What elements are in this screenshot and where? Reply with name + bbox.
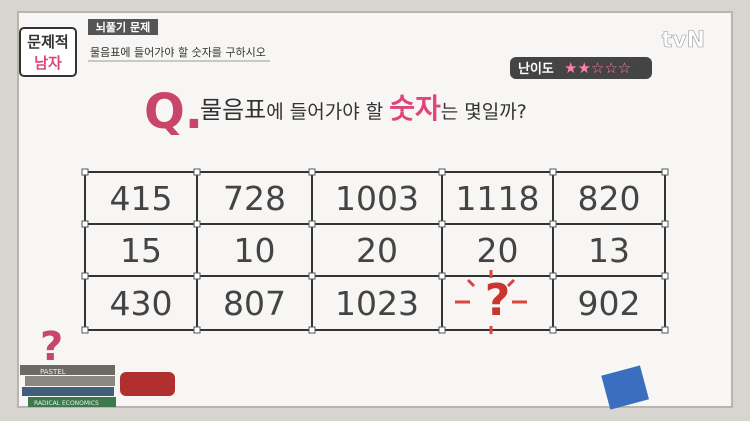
deco-question: ?: [40, 324, 63, 370]
table-cell: 902: [578, 284, 641, 323]
table-cell: 415: [110, 179, 173, 218]
cube: [601, 365, 649, 410]
question-marker: Q.: [144, 84, 203, 140]
handle: [661, 220, 669, 228]
book: [22, 387, 114, 396]
handle: [308, 168, 316, 176]
table-cell: 820: [578, 179, 641, 218]
handle: [549, 272, 557, 280]
logo-text: 남자: [34, 54, 62, 72]
question-part: 숫자: [389, 92, 441, 125]
table-cell: 1023: [335, 284, 419, 323]
handle: [193, 272, 201, 280]
logo-box: [19, 27, 77, 77]
handle: [438, 272, 446, 280]
question-text: 물음표에 들어가야 할 숫자는 몇일까?: [200, 92, 527, 125]
table-cell: 20: [356, 231, 398, 270]
table-cell: 430: [110, 284, 173, 323]
table-cell: 807: [223, 284, 286, 323]
instruction: 물음표에 들어가야 할 숫자를 구하시오: [90, 45, 266, 59]
table-cell: 728: [223, 179, 286, 218]
handle: [81, 220, 89, 228]
handle: [193, 326, 201, 334]
handle: [81, 168, 89, 176]
question-cell: ?: [485, 275, 511, 326]
handle: [193, 220, 201, 228]
handle: [308, 220, 316, 228]
handle: [81, 326, 89, 334]
question-part: 는 몇일까?: [441, 101, 527, 123]
difficulty-box: [510, 57, 652, 79]
badge: 뇌풀기 문제: [96, 20, 150, 34]
handle: [661, 326, 669, 334]
question-part: 물음표: [200, 96, 266, 124]
toy-car: [120, 372, 175, 396]
table-cell: 15: [120, 231, 162, 270]
table-cell: 10: [234, 231, 276, 270]
logo-text: 문제적: [27, 33, 68, 51]
handle: [549, 168, 557, 176]
difficulty-stars: ★★☆☆☆: [564, 59, 631, 77]
handle: [438, 220, 446, 228]
badge-box: [88, 19, 158, 35]
handle: [438, 326, 446, 334]
table: 415 728 1003 1118 820 15 10 20 20 13 430 807 1023? 90…: [81, 168, 669, 334]
handle: [661, 272, 669, 280]
table-cell: 20: [477, 231, 519, 270]
table-cell: 13: [588, 231, 630, 270]
handle: [81, 272, 89, 280]
rays: [455, 270, 527, 334]
question-part: 에 들어가야 할: [266, 101, 389, 123]
handle: [661, 168, 669, 176]
difficulty-label: 난이도: [518, 61, 554, 77]
handle: [308, 326, 316, 334]
handle: [193, 168, 201, 176]
handle: [549, 326, 557, 334]
book-title: RADICAL ECONOMICS: [34, 400, 99, 407]
table-cell: 1118: [456, 179, 540, 218]
book: [28, 397, 116, 407]
handle: [308, 272, 316, 280]
book: [20, 365, 115, 375]
handle: [549, 220, 557, 228]
channel-logo: tvN: [662, 28, 705, 53]
book: [25, 376, 115, 386]
table-cell: 1003: [335, 179, 419, 218]
handle: [438, 168, 446, 176]
book-title: PASTEL: [40, 368, 66, 376]
